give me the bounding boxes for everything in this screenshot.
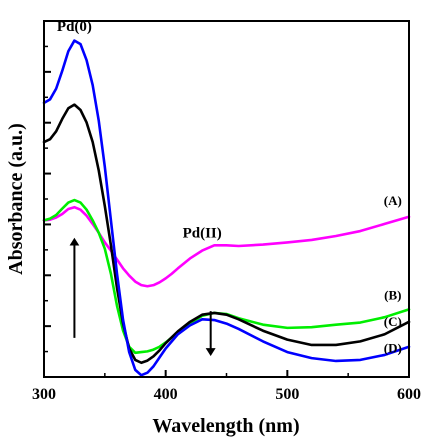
annotation-pdii: Pd(II)	[183, 225, 222, 241]
series-layer: (A) (B) (C) (D)	[42, 39, 411, 377]
series-label-b: (B)	[384, 287, 401, 302]
x-axis-title: Wavelength (nm)	[152, 415, 299, 437]
series-label-c: (C)	[384, 314, 402, 329]
series-line-a	[42, 205, 411, 288]
series-line-b	[42, 198, 411, 355]
series-label-a: (A)	[384, 193, 402, 208]
series-line-d	[42, 39, 411, 377]
tick-layer: 300 400 500 600	[32, 45, 421, 403]
annotation-pd0: Pd(0)	[57, 19, 92, 35]
series-label-d: (D)	[384, 341, 402, 356]
series-line-c	[42, 103, 411, 365]
x-tick-label: 300	[32, 386, 56, 403]
x-tick-label: 500	[275, 386, 299, 403]
x-tick-label: 400	[154, 386, 178, 403]
annotation-layer: Pd(0) Pd(II)	[57, 19, 222, 357]
x-tick-label: 600	[397, 386, 421, 403]
y-axis-title: Absorbance (a.u.)	[5, 123, 27, 275]
